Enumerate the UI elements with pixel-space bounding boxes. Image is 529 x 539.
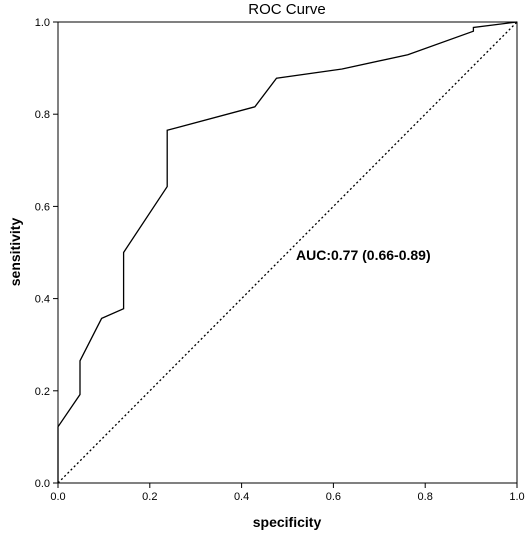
x-tick-label: 0.2	[142, 491, 157, 503]
y-tick-label: 0.8	[35, 109, 50, 121]
x-axis-title: specificity	[253, 514, 322, 530]
x-tick-label: 0.0	[50, 491, 65, 503]
plot-frame	[57, 21, 518, 484]
y-tick-label: 0.2	[35, 386, 50, 398]
chart-title: ROC Curve	[248, 1, 326, 18]
x-axis: 0.0 0.2 0.4 0.6 0.8 1.0	[50, 483, 525, 503]
y-axis: 0.0 0.2 0.4 0.6 0.8 1.0	[35, 17, 58, 490]
x-tick-label: 0.6	[326, 491, 341, 503]
x-tick-label: 1.0	[509, 491, 524, 503]
auc-annotation: AUC:0.77 (0.66-0.89)	[296, 247, 431, 263]
x-tick-label: 0.8	[418, 491, 433, 503]
reference-diagonal-line	[57, 21, 518, 484]
y-tick-label: 0.4	[35, 294, 50, 306]
y-axis-title: sensitivity	[7, 218, 23, 287]
y-tick-label: 0.0	[35, 478, 50, 490]
x-tick-label: 0.4	[234, 491, 249, 503]
y-tick-label: 0.6	[35, 201, 50, 213]
roc-curve-line	[57, 21, 518, 483]
y-tick-label: 1.0	[35, 17, 50, 29]
